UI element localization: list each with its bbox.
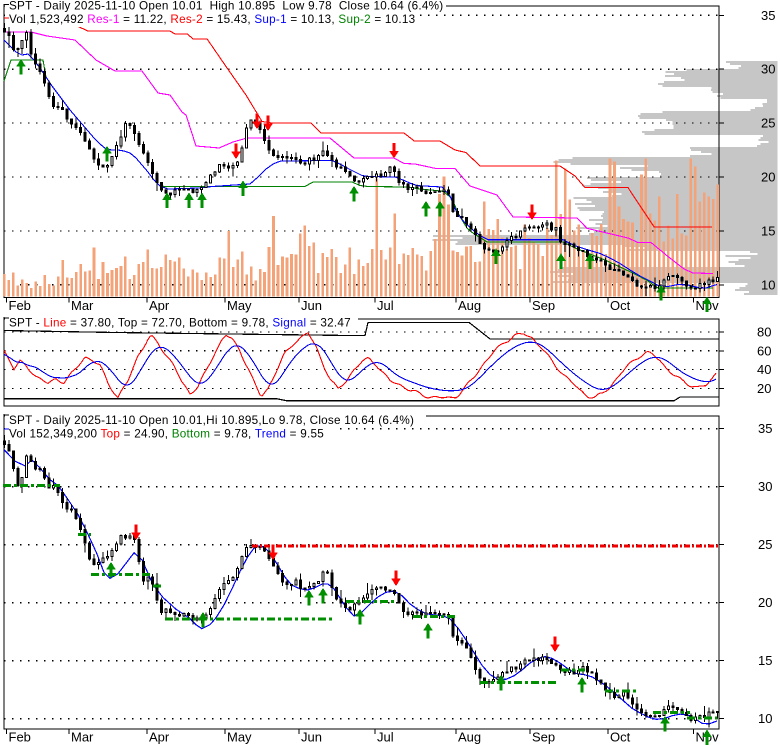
svg-text:Aug: Aug [458, 298, 481, 313]
svg-text:Oct: Oct [610, 729, 631, 744]
svg-text:May: May [227, 729, 252, 744]
svg-text:35: 35 [761, 8, 775, 23]
svg-text:60: 60 [757, 343, 771, 358]
svg-text:30: 30 [761, 62, 775, 77]
svg-text:25: 25 [761, 116, 775, 131]
svg-text:Mar: Mar [71, 298, 94, 313]
svg-text:Oct: Oct [610, 298, 631, 313]
svg-text:30: 30 [758, 479, 772, 494]
svg-text:Jul: Jul [377, 298, 394, 313]
svg-text:15: 15 [761, 223, 775, 238]
svg-text:May: May [227, 298, 252, 313]
svg-text:Vol 1,523,492 Res-1 = 11.22, R: Vol 1,523,492 Res-1 = 11.22, Res-2 = 15.… [9, 13, 415, 26]
svg-text:Jun: Jun [301, 298, 322, 313]
svg-text:Mar: Mar [71, 729, 94, 744]
svg-text:25: 25 [758, 537, 772, 552]
svg-text:Apr: Apr [149, 298, 170, 313]
svg-text:Vol 152,349,200 Top = 24.90, B: Vol 152,349,200 Top = 24.90, Bottom = 9.… [9, 428, 324, 441]
svg-text:35: 35 [758, 421, 772, 436]
svg-text:80: 80 [757, 325, 771, 340]
svg-text:Sep: Sep [532, 298, 555, 313]
svg-text:20: 20 [761, 170, 775, 185]
svg-text:Feb: Feb [9, 298, 31, 313]
svg-text:20: 20 [757, 381, 771, 396]
svg-text:Feb: Feb [9, 729, 31, 744]
svg-text:Jul: Jul [377, 729, 394, 744]
svg-text:10: 10 [758, 711, 772, 726]
svg-text:Jun: Jun [301, 729, 322, 744]
svg-text:15: 15 [758, 653, 772, 668]
svg-text:Aug: Aug [458, 729, 481, 744]
svg-text:SPT - Daily 2025-11-10 Open 10: SPT - Daily 2025-11-10 Open 10.01,Hi 10.… [9, 414, 414, 427]
svg-text:40: 40 [757, 362, 771, 377]
svg-text:SPT - Daily 2025-11-10 Open 10: SPT - Daily 2025-11-10 Open 10.01 High 1… [9, 0, 443, 13]
svg-text:10: 10 [761, 277, 775, 292]
svg-text:20: 20 [758, 595, 772, 610]
svg-text:SPT - Line = 37.80, Top = 72.7: SPT - Line = 37.80, Top = 72.70, Bottom … [9, 317, 351, 330]
svg-text:Sep: Sep [532, 729, 555, 744]
svg-text:Apr: Apr [149, 729, 170, 744]
